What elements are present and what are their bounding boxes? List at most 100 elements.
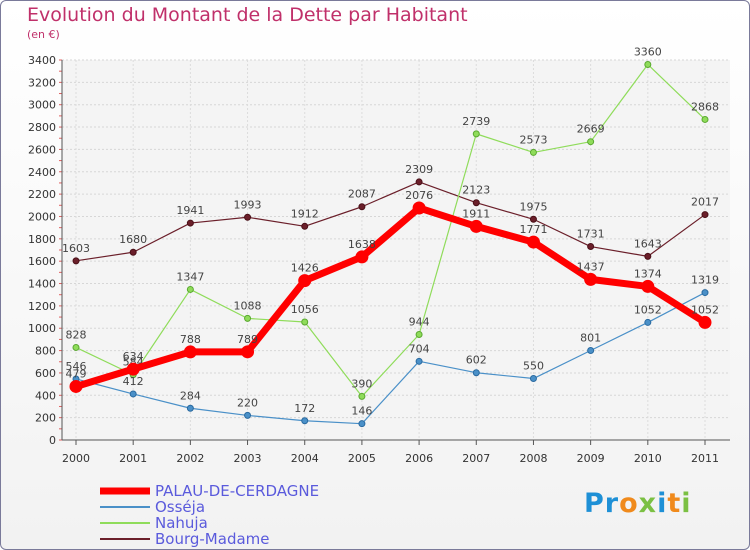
y-tick-label: 400 <box>35 389 56 402</box>
series-line-osse-ja <box>75 292 706 425</box>
data-point-palau-de-cerdagne <box>298 274 312 288</box>
data-point-palau-de-cerdagne <box>126 362 140 376</box>
data-point-nahuja <box>587 138 595 146</box>
series-line-bourg-madame <box>75 181 706 262</box>
data-label-nahuja: 1347 <box>176 270 204 283</box>
data-label-bourg-madame: 1912 <box>291 207 319 220</box>
data-point-nahuja <box>301 318 309 326</box>
y-tick-label: 3000 <box>28 99 56 112</box>
data-label-bourg-madame: 1680 <box>119 233 147 246</box>
data-label-osse-ja: 704 <box>409 342 430 355</box>
y-tick-label: 800 <box>35 345 56 358</box>
x-tick-label: 2008 <box>519 452 547 465</box>
x-tick-label: 2001 <box>119 452 147 465</box>
data-label-palau-de-cerdagne: 634 <box>123 350 144 363</box>
data-label-nahuja: 390 <box>351 377 372 390</box>
x-tick-label: 2000 <box>62 452 90 465</box>
data-label-bourg-madame: 2309 <box>405 163 433 176</box>
data-label-bourg-madame: 1975 <box>519 200 547 213</box>
legend-swatch <box>100 538 150 540</box>
y-tick-label: 2000 <box>28 210 56 223</box>
y-tick-label: 1200 <box>28 300 56 313</box>
data-label-palau-de-cerdagne: 1638 <box>348 238 376 251</box>
data-point-osse-ja <box>415 357 423 365</box>
data-point-bourg-madame <box>587 243 595 251</box>
data-label-nahuja: 1088 <box>234 299 262 312</box>
x-tick-label: 2005 <box>348 452 376 465</box>
data-point-bourg-madame <box>186 219 194 227</box>
data-label-osse-ja: 1052 <box>634 303 662 316</box>
data-label-palau-de-cerdagne: 1426 <box>291 262 319 275</box>
data-label-bourg-madame: 2123 <box>462 184 490 197</box>
data-point-palau-de-cerdagne <box>641 279 655 293</box>
x-tick-label: 2006 <box>405 452 433 465</box>
y-tick-label: 1800 <box>28 233 56 246</box>
legend-label: Bourg-Madame <box>155 530 270 548</box>
data-point-bourg-madame <box>72 257 80 265</box>
data-label-bourg-madame: 1731 <box>577 228 605 241</box>
data-label-nahuja: 2739 <box>462 115 490 128</box>
data-point-nahuja <box>186 285 194 293</box>
data-label-bourg-madame: 1941 <box>176 204 204 217</box>
y-tick-label: 3200 <box>28 76 56 89</box>
legend-label: Nahuja <box>155 514 208 532</box>
data-label-bourg-madame: 1603 <box>62 242 90 255</box>
data-point-osse-ja <box>529 375 537 383</box>
data-label-palau-de-cerdagne: 1052 <box>691 303 719 316</box>
data-label-palau-de-cerdagne: 1771 <box>519 223 547 236</box>
data-point-palau-de-cerdagne <box>69 379 83 393</box>
data-label-palau-de-cerdagne: 789 <box>237 333 258 346</box>
y-tick-label: 3400 <box>28 54 56 67</box>
y-tick-label: 1000 <box>28 322 56 335</box>
x-tick-label: 2007 <box>462 452 490 465</box>
data-point-bourg-madame <box>529 215 537 223</box>
data-label-palau-de-cerdagne: 1911 <box>462 207 490 220</box>
x-tick-label: 2011 <box>691 452 719 465</box>
data-point-bourg-madame <box>358 203 366 211</box>
data-point-nahuja <box>358 392 366 400</box>
data-label-nahuja: 1056 <box>291 303 319 316</box>
data-label-palau-de-cerdagne: 788 <box>180 333 201 346</box>
legend-label: Osséja <box>155 498 206 516</box>
data-label-osse-ja: 602 <box>466 354 487 367</box>
data-point-palau-de-cerdagne <box>469 219 483 233</box>
data-label-nahuja: 2573 <box>519 133 547 146</box>
data-point-palau-de-cerdagne <box>183 345 197 359</box>
data-label-palau-de-cerdagne: 2076 <box>405 189 433 202</box>
legend-swatch <box>100 487 150 495</box>
data-point-nahuja <box>244 314 252 322</box>
data-point-palau-de-cerdagne <box>241 345 255 359</box>
data-label-bourg-madame: 2017 <box>691 196 719 209</box>
data-point-palau-de-cerdagne <box>584 272 598 286</box>
data-label-nahuja: 2669 <box>577 123 605 136</box>
data-point-osse-ja <box>472 369 480 377</box>
data-point-bourg-madame <box>472 199 480 207</box>
data-label-osse-ja: 172 <box>294 402 315 415</box>
data-label-osse-ja: 546 <box>66 360 87 373</box>
data-point-nahuja <box>701 115 709 123</box>
y-tick-label: 0 <box>49 434 56 447</box>
x-tick-label: 2009 <box>577 452 605 465</box>
data-point-palau-de-cerdagne <box>412 201 426 215</box>
x-tick-label: 2004 <box>291 452 319 465</box>
series-line-palau-de-cerdagne <box>74 204 707 390</box>
data-label-osse-ja: 284 <box>180 389 201 402</box>
y-tick-label: 1400 <box>28 278 56 291</box>
data-point-nahuja <box>72 343 80 351</box>
y-tick-label: 200 <box>35 412 56 425</box>
data-label-palau-de-cerdagne: 479 <box>66 367 87 380</box>
data-point-osse-ja <box>701 289 709 297</box>
legend-swatch <box>100 522 150 524</box>
data-point-nahuja <box>529 148 537 156</box>
data-point-osse-ja <box>587 346 595 354</box>
data-point-palau-de-cerdagne <box>698 315 712 329</box>
legend-label: PALAU-DE-CERDAGNE <box>155 482 320 500</box>
unit-label: (en €) <box>27 28 60 41</box>
y-tick-label: 1600 <box>28 255 56 268</box>
y-tick-label: 2400 <box>28 166 56 179</box>
data-point-osse-ja <box>186 404 194 412</box>
data-label-nahuja: 828 <box>66 328 87 341</box>
data-point-palau-de-cerdagne <box>355 250 369 264</box>
data-label-osse-ja: 1319 <box>691 274 719 287</box>
